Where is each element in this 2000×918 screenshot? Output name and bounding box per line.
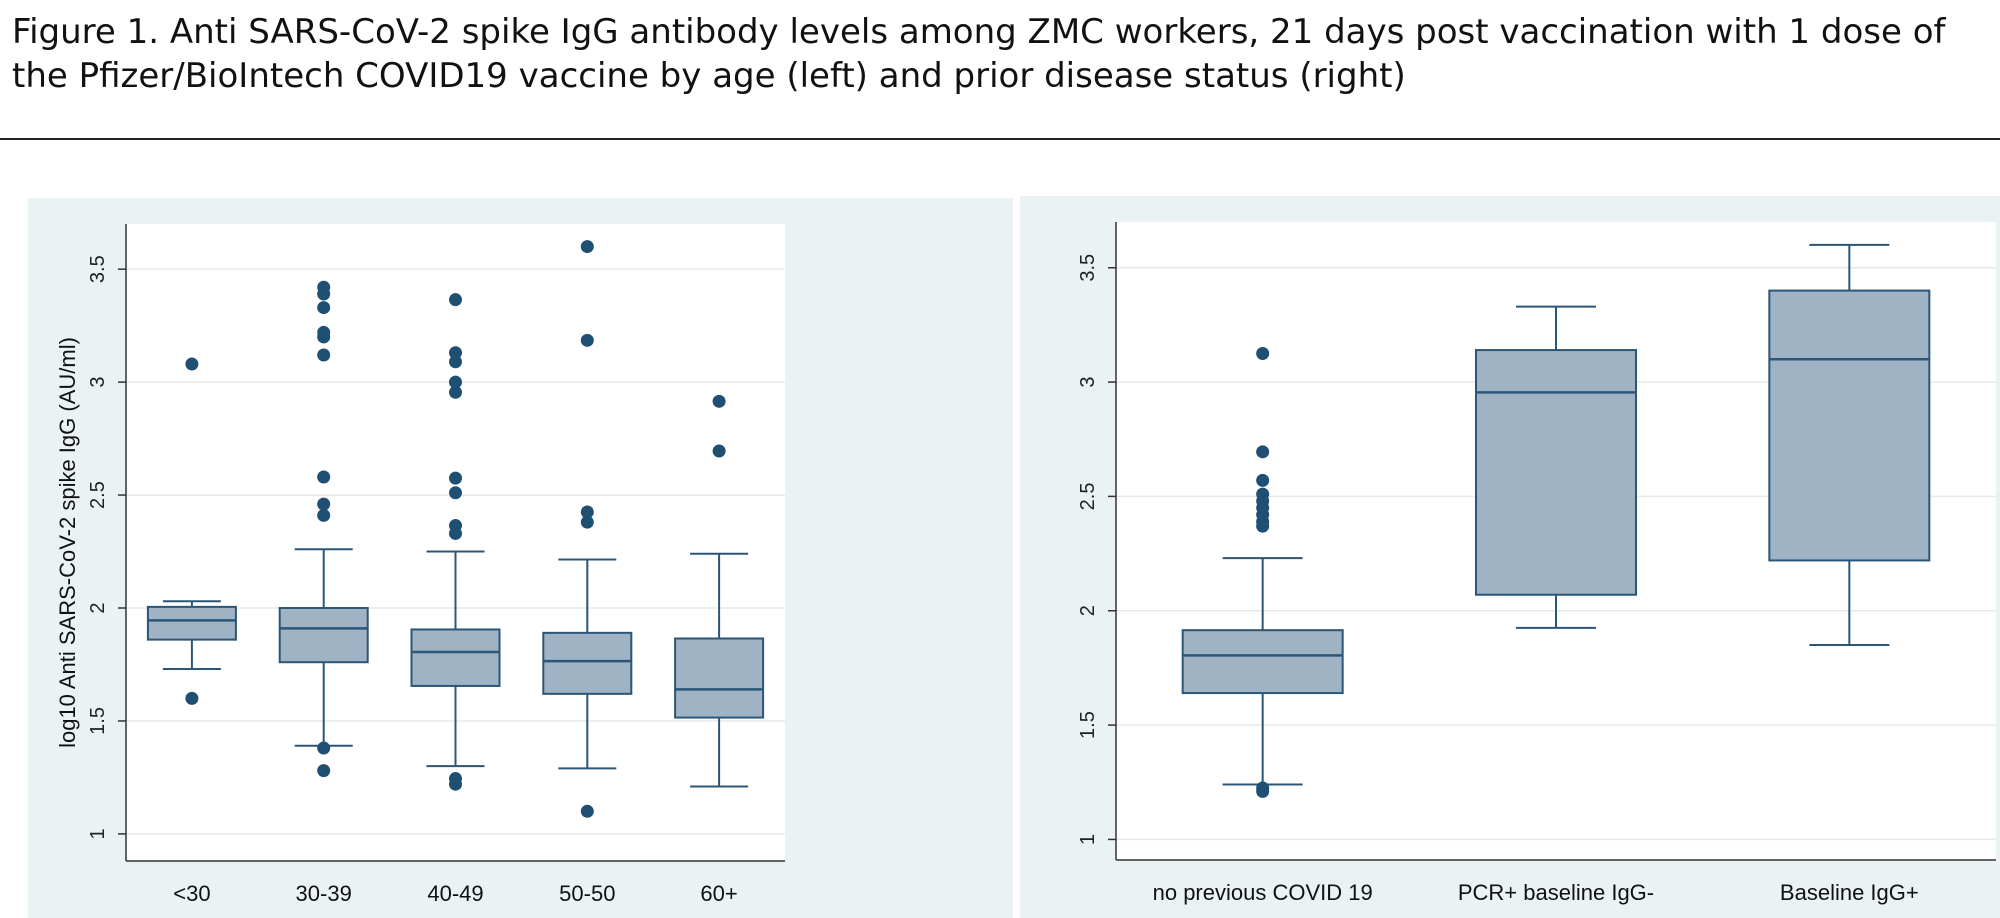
outlier-point <box>1256 346 1270 360</box>
box-50-50 <box>542 240 633 818</box>
outlier-point <box>712 394 726 408</box>
box-30-39 <box>278 280 369 778</box>
outlier-point <box>449 772 462 786</box>
x-category-label: <30 <box>173 881 210 906</box>
iqr-box <box>1768 289 1931 562</box>
outlier-point <box>449 519 462 533</box>
y-tick-label: 2.5 <box>1077 483 1099 511</box>
outlier-point <box>317 764 331 778</box>
box-no-previous-covid-19 <box>1181 346 1344 798</box>
y-tick-label: 2.5 <box>87 481 109 509</box>
iqr-box <box>410 628 501 687</box>
outlier-point <box>449 355 462 369</box>
x-category-label: PCR+ baseline IgG- <box>1458 880 1654 905</box>
outlier-point <box>580 804 594 818</box>
outlier-point <box>1256 781 1270 795</box>
outlier-point <box>449 346 462 360</box>
box-pcr-baseline-igg <box>1475 305 1637 629</box>
y-axis-label: log10 Anti SARS-CoV-2 spike IgG (AU/ml) <box>55 337 80 748</box>
y-tick-label: 3 <box>1077 377 1099 388</box>
outlier-point <box>185 357 199 371</box>
caption-line-1: Figure 1. Anti SARS-CoV-2 spike IgG anti… <box>12 12 1946 52</box>
outlier-point <box>317 301 331 315</box>
right-chart-panel: 1 1.5 2 2.5 3 3.5 no previous COVID 19 PCR+ bas… <box>1020 196 2000 918</box>
box-60 <box>674 394 765 788</box>
outlier-point <box>1256 473 1270 487</box>
outlier-point <box>317 508 331 522</box>
box-40-49 <box>410 293 501 791</box>
outlier-point <box>580 333 594 347</box>
y-tick-label: 3.5 <box>87 255 109 283</box>
x-category-label: 50-50 <box>559 881 615 906</box>
x-category-label: Baseline IgG+ <box>1780 880 1919 905</box>
left-chart-panel: 1 1.5 2 2.5 3 3.5 log10 Anti SARS-CoV-2 spike … <box>28 198 1013 918</box>
y-tick-label: 2 <box>87 602 109 613</box>
box-baseline-igg <box>1768 243 1931 647</box>
outlier-point <box>317 348 331 362</box>
x-category-label: 60+ <box>700 881 737 906</box>
outlier-point <box>317 280 331 294</box>
y-tick-label: 2 <box>1077 605 1099 616</box>
outlier-point <box>449 486 462 500</box>
outlier-point <box>449 385 462 399</box>
age-boxplot-chart: 1 1.5 2 2.5 3 3.5 log10 Anti SARS-CoV-2 spike … <box>55 224 785 906</box>
outlier-point <box>317 497 331 511</box>
iqr-box <box>1181 629 1344 695</box>
iqr-box <box>278 607 369 664</box>
outlier-point <box>317 325 331 339</box>
y-tick-label: 1.5 <box>87 707 109 735</box>
outlier-point <box>449 375 462 389</box>
iqr-box <box>542 631 633 695</box>
outlier-point <box>317 470 331 484</box>
outlier-point <box>712 444 726 458</box>
iqr-box <box>146 605 237 641</box>
outlier-point <box>1256 487 1270 501</box>
x-category-label: no previous COVID 19 <box>1153 880 1373 905</box>
outlier-point <box>185 691 199 705</box>
caption-line-2: the Pfizer/BioIntech COVID19 vaccine by … <box>12 56 1406 96</box>
y-tick-label: 1 <box>87 828 109 839</box>
outlier-point <box>317 741 331 755</box>
caption-divider <box>0 138 2000 140</box>
outlier-point <box>580 515 594 529</box>
box-30 <box>146 357 237 705</box>
outlier-point <box>449 293 462 307</box>
y-tick-label: 1.5 <box>1077 711 1099 739</box>
figure-caption: Figure 1. Anti SARS-CoV-2 spike IgG anti… <box>12 10 1992 98</box>
iqr-box <box>1475 349 1637 596</box>
prior-disease-boxplot-chart: 1 1.5 2 2.5 3 3.5 no previous COVID 19 PCR+ bas… <box>1077 222 1996 905</box>
outlier-point <box>580 505 594 519</box>
y-tick-label: 3 <box>87 377 109 388</box>
x-category-label: 30-39 <box>296 881 352 906</box>
outlier-point <box>449 471 462 485</box>
y-tick-label: 1 <box>1077 834 1099 845</box>
outlier-point <box>580 240 594 254</box>
y-tick-label: 3.5 <box>1077 254 1099 282</box>
iqr-box <box>674 637 765 719</box>
outlier-point <box>1256 445 1270 459</box>
x-category-label: 40-49 <box>427 881 483 906</box>
